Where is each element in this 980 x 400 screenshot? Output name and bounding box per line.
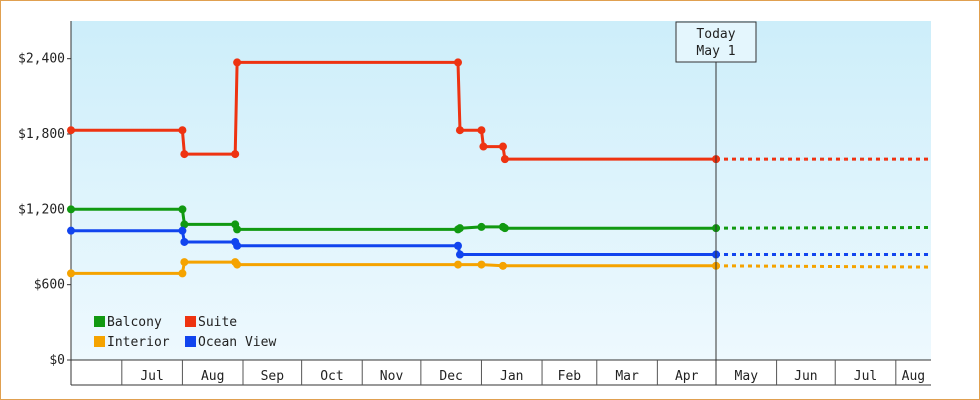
data-point-balcony bbox=[500, 224, 509, 233]
legend-swatch-ocean-view bbox=[185, 336, 196, 347]
data-point-balcony bbox=[477, 222, 486, 231]
series-projection-balcony bbox=[715, 226, 932, 230]
data-point-interior bbox=[454, 260, 462, 269]
data-point-ocean-view bbox=[455, 250, 464, 259]
data-point-interior bbox=[477, 260, 486, 269]
month-label-jul: Jul bbox=[854, 369, 877, 384]
series-projection-interior bbox=[715, 264, 932, 269]
legend: Balcony Suite Interior Ocean View bbox=[94, 315, 276, 350]
month-axis: Jul Aug Sep Oct Nov Dec Jan Feb Mar Apr May Jun Jul A… bbox=[71, 359, 931, 386]
y-tick-label: $600 bbox=[34, 278, 65, 293]
month-label-oct: Oct bbox=[320, 369, 343, 384]
data-point-suite bbox=[454, 58, 462, 67]
month-label-jan: Jan bbox=[500, 369, 523, 384]
data-point-suite bbox=[477, 126, 486, 135]
data-point-suite bbox=[455, 126, 464, 135]
data-point-ocean-view bbox=[180, 237, 189, 246]
legend-swatch-interior bbox=[94, 336, 105, 347]
data-point-suite bbox=[180, 150, 189, 159]
plot-background bbox=[71, 21, 931, 360]
data-point-balcony bbox=[180, 220, 189, 229]
y-tick-label: $1,200 bbox=[18, 202, 65, 217]
data-point-suite bbox=[67, 126, 75, 135]
data-point-suite bbox=[498, 142, 507, 151]
data-point-interior bbox=[67, 269, 75, 278]
data-point-suite bbox=[500, 155, 509, 164]
data-point-interior bbox=[178, 269, 187, 278]
data-point-balcony bbox=[178, 205, 187, 214]
data-point-ocean-view bbox=[454, 241, 462, 250]
month-label-aug: Aug bbox=[902, 369, 925, 384]
data-point-ocean-view bbox=[67, 226, 75, 235]
data-point-ocean-view bbox=[233, 241, 242, 250]
y-tick-label: $0 bbox=[49, 353, 65, 368]
month-label-mar: Mar bbox=[615, 369, 639, 384]
data-point-suite bbox=[231, 150, 240, 159]
month-label-dec: Dec bbox=[439, 369, 462, 384]
legend-label-suite: Suite bbox=[198, 315, 237, 330]
data-point-suite bbox=[479, 142, 488, 151]
legend-swatch-suite bbox=[185, 316, 196, 327]
data-point-balcony bbox=[233, 225, 242, 234]
legend-label-interior: Interior bbox=[107, 335, 170, 350]
today-marker: Today May 1 bbox=[675, 21, 757, 385]
today-label: Today bbox=[696, 27, 735, 42]
data-point-suite bbox=[233, 58, 242, 67]
data-point-ocean-view bbox=[178, 226, 187, 235]
data-point-balcony bbox=[67, 205, 75, 214]
month-label-feb: Feb bbox=[558, 369, 582, 384]
month-label-sep: Sep bbox=[261, 369, 285, 384]
data-point-suite bbox=[178, 126, 187, 135]
month-label-jul: Jul bbox=[140, 369, 163, 384]
series-layer bbox=[67, 58, 932, 278]
month-label-apr: Apr bbox=[675, 369, 699, 384]
legend-label-balcony: Balcony bbox=[107, 315, 162, 330]
month-label-may: May bbox=[735, 369, 759, 384]
data-point-interior bbox=[180, 258, 189, 267]
y-tick-label: $1,800 bbox=[18, 127, 65, 142]
data-point-interior bbox=[233, 260, 242, 269]
y-axis-ticks: $0 $600 $1,200 $1,800 $2,400 bbox=[18, 21, 72, 385]
data-point-interior bbox=[498, 261, 507, 270]
today-date-label: May 1 bbox=[696, 44, 735, 59]
legend-swatch-balcony bbox=[94, 316, 105, 327]
data-point-balcony bbox=[455, 224, 464, 233]
month-label-nov: Nov bbox=[380, 369, 404, 384]
legend-label-ocean-view: Ocean View bbox=[198, 335, 276, 350]
y-tick-label: $2,400 bbox=[18, 52, 65, 67]
month-label-jun: Jun bbox=[794, 369, 817, 384]
month-label-aug: Aug bbox=[201, 369, 224, 384]
today-box bbox=[675, 21, 757, 63]
